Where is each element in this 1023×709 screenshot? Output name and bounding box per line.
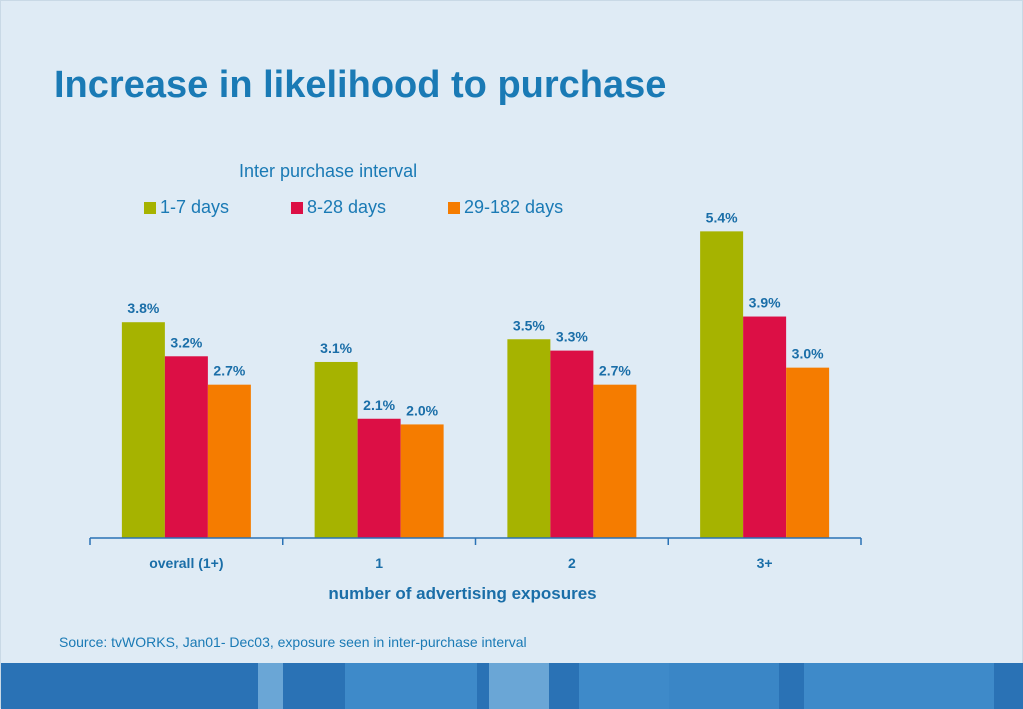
footer-decoration — [1, 663, 1023, 709]
bar — [207, 384, 251, 538]
data-label: 3.1% — [320, 340, 352, 356]
bar — [593, 384, 637, 538]
data-label: 3.3% — [556, 329, 588, 345]
data-label: 2.1% — [363, 397, 395, 413]
data-label: 3.8% — [127, 300, 159, 316]
x-tick-label: 2 — [568, 555, 576, 571]
legend-label: 8-28 days — [307, 197, 387, 217]
legend-label: 1-7 days — [160, 197, 230, 217]
bar-chart: 3.8% 3.2% 2.7% overall (1+) 3.1% 2.1% 2.0% 1 3.5… — [89, 209, 862, 571]
bar — [400, 424, 444, 538]
bar — [786, 367, 830, 538]
legend-label: 29-182 days — [464, 197, 564, 217]
data-label: 3.0% — [792, 346, 824, 362]
legend-item-29-182-days: 29-182 days — [448, 197, 563, 218]
x-tick-label: 1 — [375, 555, 383, 571]
legend-swatch — [144, 201, 156, 214]
data-label: 3.2% — [170, 334, 202, 350]
data-label: 2.0% — [406, 402, 438, 418]
bar — [357, 418, 401, 538]
x-tick-label: 3+ — [757, 555, 773, 571]
data-label: 2.7% — [599, 363, 631, 379]
legend-item-8-28-days: 8-28 days — [291, 197, 386, 218]
bar — [507, 339, 551, 538]
data-label: 3.5% — [513, 317, 545, 333]
bar — [164, 356, 208, 538]
slide-title: Increase in likelihood to purchase — [54, 64, 667, 106]
bar — [550, 350, 594, 538]
legend-item-1-7-days: 1-7 days — [144, 197, 229, 218]
bar — [314, 361, 358, 538]
bar — [743, 316, 787, 538]
legend-swatch — [448, 201, 460, 214]
data-label: 5.4% — [706, 209, 738, 225]
data-label: 3.9% — [749, 295, 781, 311]
data-label: 2.7% — [213, 363, 245, 379]
chart-legend: 1-7 days 8-28 days 29-182 days — [1, 197, 701, 221]
legend-title: Inter purchase interval — [239, 161, 418, 181]
bar — [121, 322, 165, 538]
legend-swatch — [291, 201, 303, 214]
bar — [700, 231, 744, 538]
x-axis-title: number of advertising exposures — [328, 584, 597, 603]
x-tick-label: overall (1+) — [149, 555, 223, 571]
source-note: Source: tvWORKS, Jan01- Dec03, exposure … — [59, 634, 527, 650]
